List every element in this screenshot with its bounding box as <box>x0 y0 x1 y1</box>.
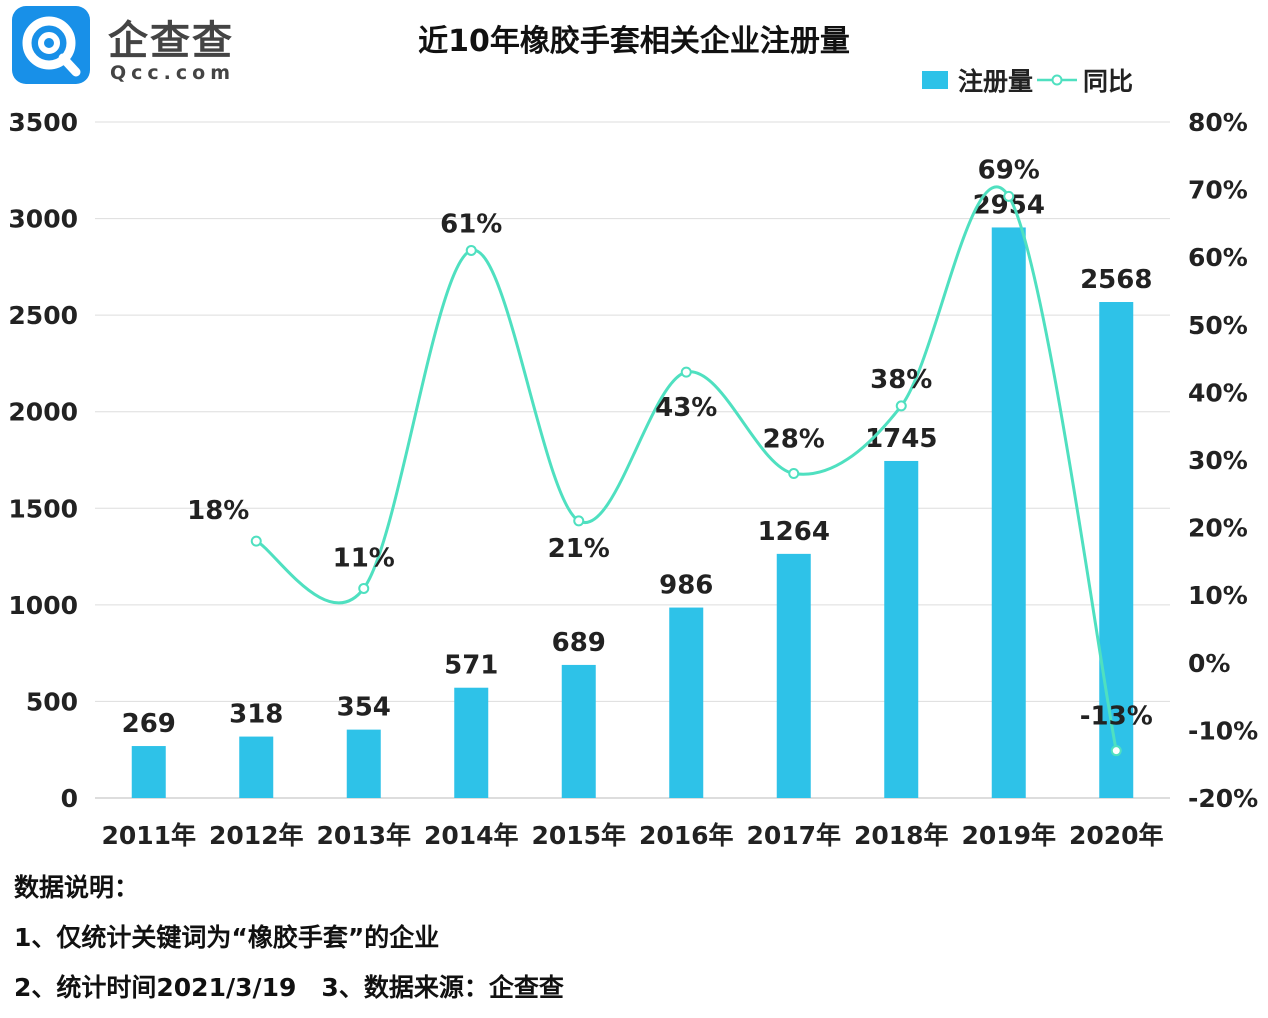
y-right-tick-label: 0% <box>1188 649 1230 678</box>
bar-value-label: 269 <box>122 709 176 739</box>
y-right-tick-label: 70% <box>1188 176 1248 205</box>
y-right-tick-label: 60% <box>1188 243 1248 272</box>
bar-value-label: 1745 <box>865 424 937 454</box>
yoy-value-label: 21% <box>548 534 610 564</box>
y-right-tick-label: 30% <box>1188 446 1248 475</box>
yoy-point <box>358 582 370 594</box>
bar-value-label: 689 <box>552 628 606 658</box>
legend-bar-label: 注册量 <box>958 67 1034 96</box>
logo-name: 企查查 <box>108 18 234 64</box>
x-tick-label: 2012年 <box>209 821 304 850</box>
bar-value-label: 318 <box>229 700 283 730</box>
notes-line-2: 2、统计时间2021/3/19 3、数据来源：企查查 <box>14 973 564 1002</box>
bar-value-label: 986 <box>659 571 713 601</box>
yoy-point <box>465 244 477 256</box>
bar <box>239 736 274 798</box>
bar <box>1099 302 1134 798</box>
bar <box>131 746 166 798</box>
yoy-point <box>788 468 800 480</box>
x-tick-label: 2017年 <box>746 821 841 850</box>
logo-domain: Qcc.com <box>110 62 236 84</box>
x-tick-label: 2018年 <box>854 821 949 850</box>
y-right-tick-label: 40% <box>1188 378 1248 407</box>
notes-heading: 数据说明： <box>14 873 140 902</box>
y-left-tick-label: 2000 <box>8 398 78 427</box>
yoy-value-label: 43% <box>655 393 717 423</box>
bar <box>346 729 381 798</box>
chart-title: 近10年橡胶手套相关企业注册量 <box>418 24 850 59</box>
x-tick-label: 2020年 <box>1069 821 1164 850</box>
yoy-value-label: 61% <box>440 209 502 239</box>
bar <box>991 227 1026 798</box>
bar-value-label: 571 <box>444 651 498 681</box>
data-notes: 数据说明： 1、仅统计关键词为“橡胶手套”的企业 2、统计时间2021/3/19… <box>14 868 564 1018</box>
x-tick-label: 2011年 <box>101 821 196 850</box>
legend-line-label: 同比 <box>1083 67 1134 96</box>
legend-line-swatch <box>1037 74 1078 86</box>
bar <box>454 687 489 798</box>
yoy-value-label: 69% <box>978 155 1040 185</box>
legend-bar-swatch <box>922 71 948 89</box>
yoy-value-label: -13% <box>1080 702 1153 732</box>
bar <box>561 664 596 798</box>
yoy-point <box>573 515 585 527</box>
y-left-tick-label: 500 <box>26 687 78 716</box>
x-tick-label: 2015年 <box>531 821 626 850</box>
bar <box>776 553 811 798</box>
yoy-value-label: 28% <box>763 425 825 455</box>
x-tick-label: 2016年 <box>639 821 734 850</box>
y-right-tick-label: 10% <box>1188 581 1248 610</box>
y-left-tick-label: 3500 <box>8 108 78 137</box>
y-right-tick-label: 50% <box>1188 311 1248 340</box>
x-tick-label: 2014年 <box>424 821 519 850</box>
yoy-point <box>680 366 692 378</box>
y-right-tick-label: -20% <box>1188 784 1258 813</box>
legend: 注册量 同比 <box>922 62 1133 98</box>
y-left-tick-label: 1500 <box>8 494 78 523</box>
y-left-tick-label: 2500 <box>8 301 78 330</box>
qcc-logo-icon <box>12 6 90 84</box>
y-left-tick-label: 1000 <box>8 591 78 620</box>
yoy-point <box>1003 190 1015 202</box>
x-tick-label: 2019年 <box>961 821 1056 850</box>
notes-line-1: 1、仅统计关键词为“橡胶手套”的企业 <box>14 923 440 952</box>
x-tick-label: 2013年 <box>316 821 411 850</box>
yoy-value-label: 18% <box>187 496 249 526</box>
bar-value-label: 2568 <box>1080 265 1152 295</box>
bar-value-label: 354 <box>337 693 391 723</box>
yoy-point <box>1110 745 1122 757</box>
yoy-point <box>895 400 907 412</box>
qcc-logo: 企查查 Qcc.com <box>12 6 252 86</box>
yoy-value-label: 38% <box>870 365 932 395</box>
bar-value-label: 1264 <box>758 517 830 547</box>
y-right-tick-label: 80% <box>1188 108 1248 137</box>
y-left-tick-label: 3000 <box>8 205 78 234</box>
yoy-value-label: 11% <box>333 543 395 573</box>
y-right-tick-label: 20% <box>1188 514 1248 543</box>
bar <box>669 607 704 798</box>
yoy-point <box>250 535 262 547</box>
bar <box>884 460 919 798</box>
y-left-tick-label: 0 <box>61 784 78 813</box>
y-right-tick-label: -10% <box>1188 716 1258 745</box>
